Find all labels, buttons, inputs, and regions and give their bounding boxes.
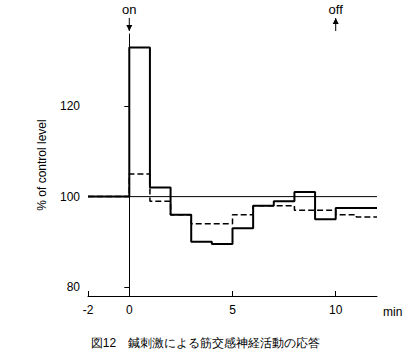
svg-text:5: 5 <box>229 303 236 317</box>
svg-text:% of control level: % of control level <box>35 119 49 210</box>
svg-text:on: on <box>122 2 136 17</box>
svg-text:min: min <box>383 305 402 319</box>
svg-text:-2: -2 <box>83 303 94 317</box>
svg-text:100: 100 <box>60 190 80 204</box>
svg-text:10: 10 <box>329 303 343 317</box>
svg-text:80: 80 <box>67 280 81 294</box>
svg-text:120: 120 <box>60 99 80 113</box>
svg-text:off: off <box>329 2 344 17</box>
svg-text:図12 鍼刺激による筋交感神経活動の応答: 図12 鍼刺激による筋交感神経活動の応答 <box>91 336 320 350</box>
svg-text:0: 0 <box>126 303 133 317</box>
